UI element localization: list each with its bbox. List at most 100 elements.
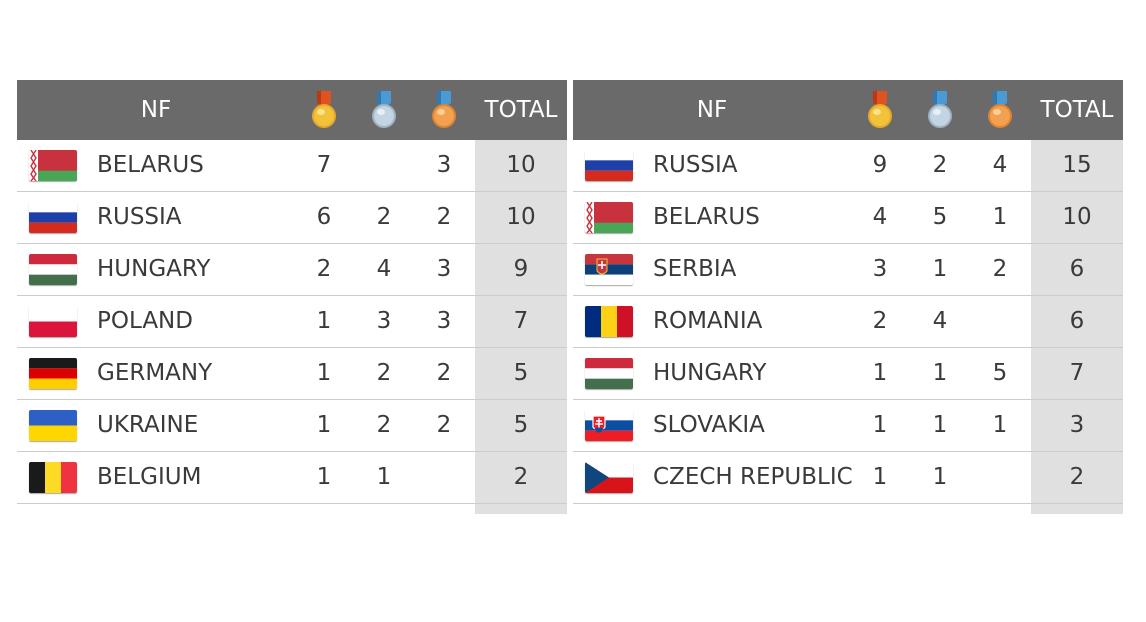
bronze-count: 2 [436,412,452,438]
total-column-header: TOTAL [1040,97,1114,123]
gold-count: 7 [316,152,332,178]
gold-count: 3 [872,256,888,282]
serbia-flag-icon [585,254,633,285]
russia-flag-icon [29,202,77,233]
country-name: GERMANY [97,360,213,386]
table-row-partial [17,504,567,514]
silver-count: 1 [932,412,948,438]
total-column-header: TOTAL [484,97,558,123]
gold-count: 1 [316,308,332,334]
table-header: NF TOTAL [17,80,567,140]
total-count: 5 [475,400,567,451]
nf-column-header: NF [140,97,172,123]
bronze-medal-icon [988,91,1012,128]
gold-count: 2 [872,308,888,334]
total-count [475,504,567,514]
country-name: CZECH REPUBLIC [653,464,853,490]
russia-flag-icon [585,150,633,181]
silver-count: 4 [376,256,392,282]
country-name: HUNGARY [653,360,767,386]
bronze-count: 3 [436,308,452,334]
table-row: ROMANIA 2 4 6 [573,296,1123,348]
silver-count: 4 [932,308,948,334]
silver-medal-icon [928,91,952,128]
table-row: UKRAINE 1 2 2 5 [17,400,567,452]
total-count: 2 [475,452,567,503]
country-name: BELGIUM [97,464,202,490]
table-row: RUSSIA 6 2 2 10 [17,192,567,244]
total-count: 7 [1031,348,1123,399]
total-count: 10 [475,140,567,191]
gold-count: 1 [316,412,332,438]
hungary-flag-icon [29,254,77,285]
bronze-count: 3 [436,256,452,282]
total-count: 9 [475,244,567,295]
silver-count: 2 [932,152,948,178]
table-body: RUSSIA 9 2 4 15 BELARUS 4 5 1 10 SERBIA … [573,140,1123,514]
silver-count: 2 [376,412,392,438]
silver-count: 2 [376,204,392,230]
silver-count: 5 [932,204,948,230]
silver-count: 1 [932,360,948,386]
belarus-flag-icon [585,202,633,233]
gold-count: 1 [872,412,888,438]
table-row: HUNGARY 2 4 3 9 [17,244,567,296]
bronze-count: 5 [992,360,1008,386]
poland-flag-icon [29,306,77,337]
silver-count: 2 [376,360,392,386]
country-name: RUSSIA [653,152,738,178]
country-name: HUNGARY [97,256,211,282]
country-name: UKRAINE [97,412,199,438]
gold-count: 4 [872,204,888,230]
gold-count: 1 [316,360,332,386]
total-count: 6 [1031,296,1123,347]
nf-column-header: NF [696,97,728,123]
country-name: ROMANIA [653,308,763,334]
silver-count: 1 [932,256,948,282]
gold-count: 1 [316,464,332,490]
slovakia-flag-icon [585,410,633,441]
table-row: BELARUS 4 5 1 10 [573,192,1123,244]
bronze-count: 4 [992,152,1008,178]
czech-republic-flag-icon [585,462,633,493]
country-name: RUSSIA [97,204,182,230]
country-name: SERBIA [653,256,737,282]
gold-count: 6 [316,204,332,230]
bronze-count: 2 [436,204,452,230]
hungary-flag-icon [585,358,633,389]
romania-flag-icon [585,306,633,337]
total-count: 15 [1031,140,1123,191]
total-count: 7 [475,296,567,347]
total-count: 6 [1031,244,1123,295]
country-name: SLOVAKIA [653,412,765,438]
total-count: 2 [1031,452,1123,503]
bronze-count: 2 [436,360,452,386]
gold-count: 1 [872,464,888,490]
country-name: POLAND [97,308,193,334]
silver-count: 1 [376,464,392,490]
bronze-count: 3 [436,152,452,178]
table-row: HUNGARY 1 1 5 7 [573,348,1123,400]
medal-table-right: NF TOTAL RUSSIA [573,80,1123,514]
bronze-count: 1 [992,412,1008,438]
total-count: 10 [1031,192,1123,243]
table-body: BELARUS 7 3 10 RUSSIA 6 2 2 10 HUNGARY 2… [17,140,567,514]
total-count: 3 [1031,400,1123,451]
silver-count: 3 [376,308,392,334]
total-count: 5 [475,348,567,399]
table-row: CZECH REPUBLIC 1 1 2 [573,452,1123,504]
table-row: SERBIA 3 1 2 6 [573,244,1123,296]
gold-medal-icon [312,91,336,128]
gold-count: 1 [872,360,888,386]
table-row: GERMANY 1 2 2 5 [17,348,567,400]
country-name: BELARUS [653,204,760,230]
silver-count: 1 [932,464,948,490]
total-count: 10 [475,192,567,243]
gold-count: 9 [872,152,888,178]
table-row-partial [573,504,1123,514]
germany-flag-icon [29,358,77,389]
total-count [1031,504,1123,514]
table-row: SLOVAKIA 1 1 1 3 [573,400,1123,452]
bronze-count: 1 [992,204,1008,230]
bronze-medal-icon [432,91,456,128]
